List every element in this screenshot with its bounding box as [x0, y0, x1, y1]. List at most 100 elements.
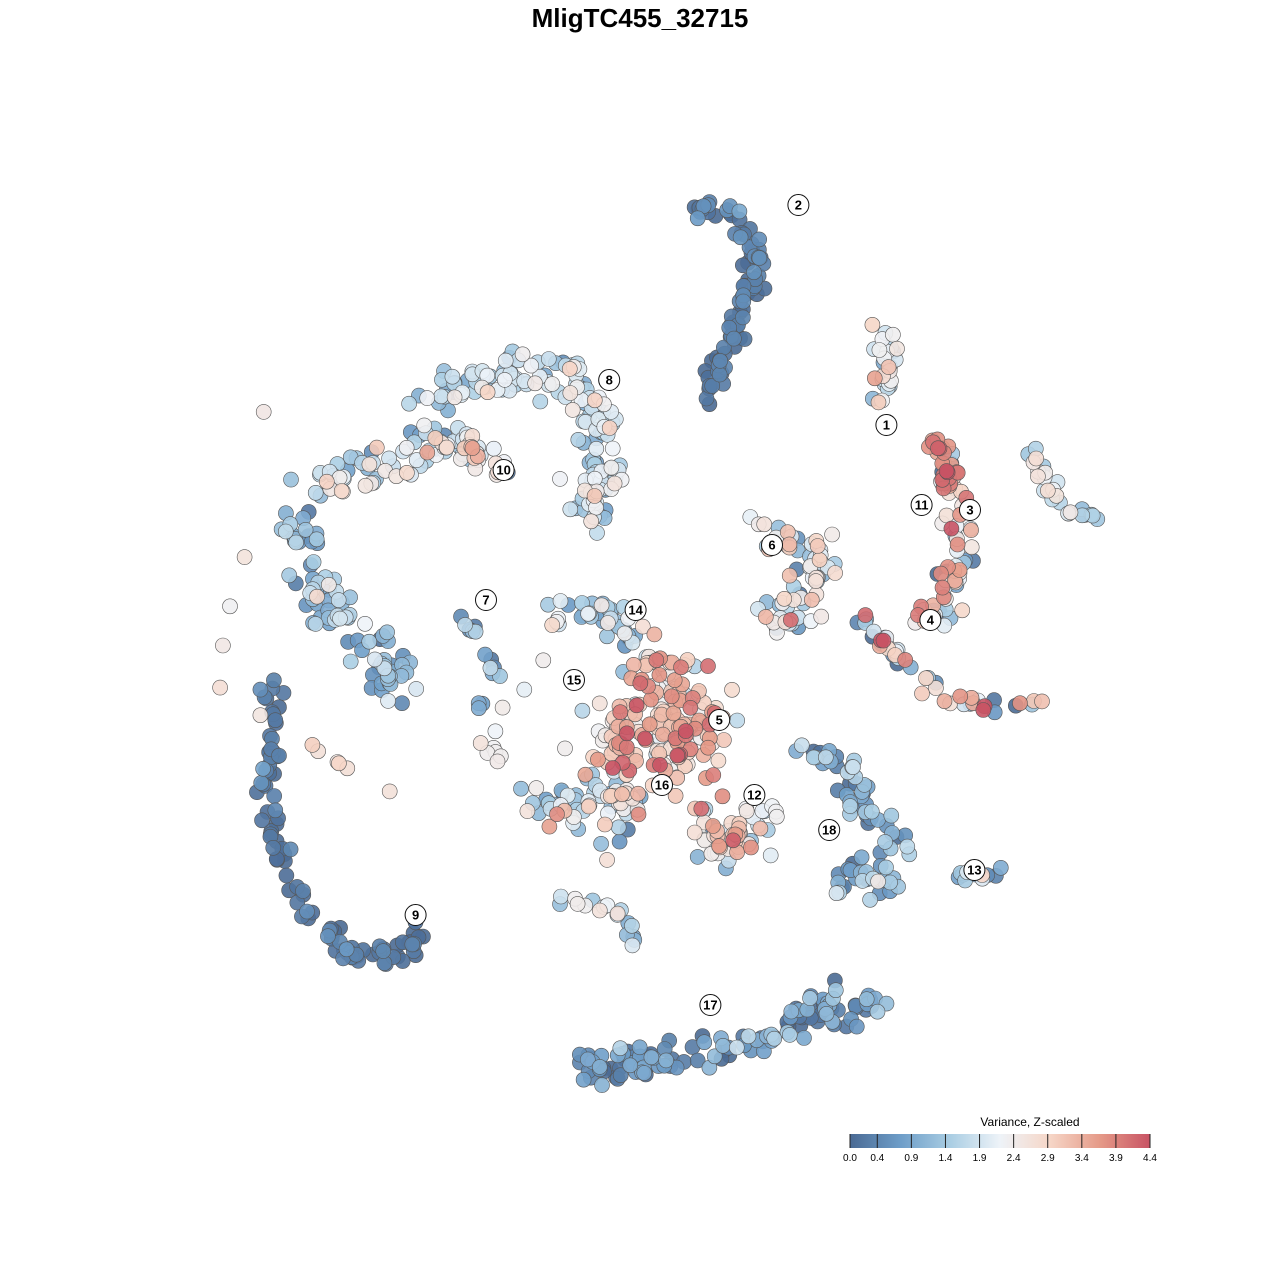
cell-point: [586, 392, 603, 409]
cell-point: [357, 477, 374, 494]
cell-point: [338, 941, 355, 958]
cell-point: [783, 1003, 800, 1020]
cell-point: [591, 902, 608, 919]
cell-point: [399, 464, 415, 481]
cell-point: [975, 702, 992, 718]
cluster-label-text: 15: [567, 673, 581, 688]
cell-point: [281, 567, 298, 584]
cell-point: [590, 751, 606, 768]
cell-point: [368, 439, 385, 456]
cell-point: [611, 833, 628, 850]
cell-point: [575, 1071, 592, 1088]
cell-point: [928, 680, 944, 696]
cell-point: [863, 803, 880, 820]
cluster-label-text: 12: [747, 788, 761, 803]
cell-point: [283, 471, 299, 488]
cell-point: [361, 633, 378, 650]
cell-point: [254, 812, 270, 829]
cell-point: [398, 439, 415, 456]
cell-point: [561, 361, 578, 377]
cell-point: [746, 264, 762, 281]
cluster-label-text: 11: [915, 498, 929, 513]
cell-point: [394, 695, 410, 712]
cluster-label-text: 13: [967, 863, 981, 878]
cell-point: [885, 326, 901, 343]
cell-point: [597, 816, 613, 833]
cell-point: [308, 531, 325, 548]
cell-point: [477, 646, 493, 663]
cluster-label-text: 10: [496, 463, 510, 478]
cell-point: [666, 672, 683, 689]
cell-point: [479, 384, 496, 401]
legend-tick-label: 4.4: [1143, 1153, 1157, 1164]
cell-point: [552, 471, 568, 487]
cell-point: [332, 610, 348, 627]
cluster-badge: [761, 534, 783, 556]
cell-point: [604, 760, 621, 776]
legend-tick-label: 1.9: [973, 1153, 987, 1164]
legend-tick-label: 3.9: [1109, 1153, 1123, 1164]
cell-point: [583, 513, 600, 530]
cluster-label-8: 8: [598, 369, 621, 391]
legend-tick-label: 1.4: [939, 1153, 953, 1164]
cell-point: [266, 672, 282, 689]
cell-point: [781, 1027, 798, 1043]
cluster-label-2: 2: [787, 194, 810, 216]
cell-point: [897, 652, 914, 668]
cluster-label-17: 17: [699, 994, 722, 1016]
cluster-badge: [910, 494, 933, 516]
cell-point: [485, 440, 502, 457]
cluster-label-text: 6: [768, 538, 775, 553]
cell-point: [320, 576, 337, 593]
cell-point: [253, 775, 270, 791]
cell-point: [379, 624, 395, 641]
color-legend: Variance, Z-scaled 0.0 0.4 0.9 1.4 1.9 2.4 2.9…: [843, 1115, 1157, 1164]
cell-point: [652, 757, 668, 773]
cell-point: [599, 852, 615, 868]
cluster-label-13: 13: [963, 859, 986, 881]
cluster-label-15: 15: [563, 669, 585, 691]
cell-point: [282, 841, 299, 858]
cell-point: [307, 484, 324, 501]
cell-point: [619, 725, 635, 742]
cell-point: [669, 747, 686, 764]
cell-point: [729, 712, 746, 729]
cell-point: [361, 456, 378, 473]
cell-point: [523, 357, 540, 374]
cell-point: [714, 788, 731, 805]
cell-point: [591, 695, 608, 712]
legend-tick-label: 3.4: [1075, 1153, 1089, 1164]
cell-point: [252, 681, 269, 698]
cell-point: [704, 378, 721, 394]
cell-point: [215, 637, 231, 654]
cell-point: [731, 203, 748, 220]
cell-point: [433, 388, 450, 405]
cluster-badge: [598, 369, 621, 391]
cell-point: [604, 440, 621, 457]
cell-point: [624, 937, 641, 954]
cell-point: [570, 431, 587, 448]
cell-point: [532, 393, 549, 410]
cell-point: [762, 847, 779, 864]
cell-point: [416, 417, 433, 434]
cell-point: [712, 353, 729, 369]
cell-point: [367, 651, 383, 668]
cell-point: [630, 785, 646, 802]
cell-point: [686, 824, 703, 841]
cell-point: [265, 839, 282, 856]
cluster-label-text: 14: [628, 603, 643, 618]
cell-point: [408, 681, 425, 697]
cell-point: [938, 507, 955, 524]
cell-point: [579, 1051, 596, 1068]
cell-point: [724, 681, 740, 698]
cluster-label-14: 14: [624, 599, 647, 621]
cell-point: [255, 760, 271, 777]
cell-point: [796, 1030, 812, 1046]
cell-point: [696, 1034, 713, 1050]
cell-point: [818, 1005, 835, 1022]
cell-point: [711, 838, 727, 854]
cluster-label-text: 8: [606, 373, 613, 388]
cell-point: [1062, 504, 1079, 521]
cell-point: [427, 430, 444, 446]
cell-point: [992, 859, 1009, 876]
